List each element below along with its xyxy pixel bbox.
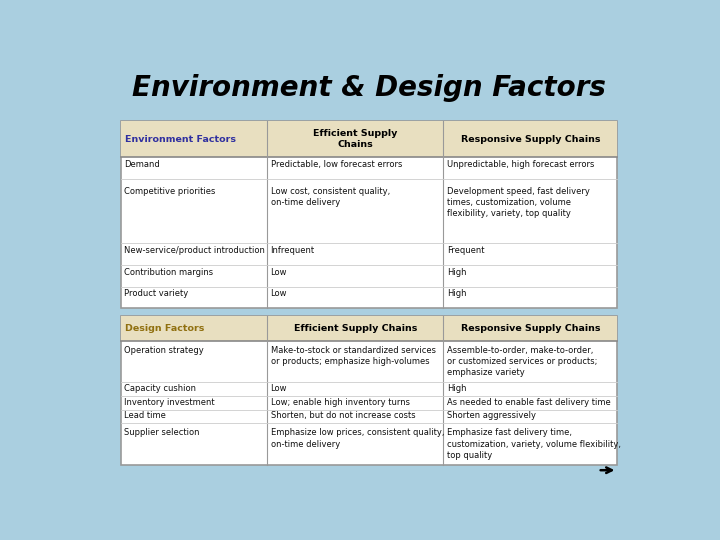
Text: Shorten aggressively: Shorten aggressively xyxy=(447,411,536,420)
Text: Low: Low xyxy=(271,384,287,393)
Text: Operation strategy: Operation strategy xyxy=(124,346,204,355)
Text: High: High xyxy=(447,289,467,298)
Text: Inventory investment: Inventory investment xyxy=(124,397,215,407)
Text: Frequent: Frequent xyxy=(447,246,485,255)
Text: High: High xyxy=(447,268,467,276)
Text: Low cost, consistent quality,
on-time delivery: Low cost, consistent quality, on-time de… xyxy=(271,187,390,207)
Bar xyxy=(121,121,617,308)
Text: Low: Low xyxy=(271,268,287,276)
Text: Responsive Supply Chains: Responsive Supply Chains xyxy=(461,134,600,144)
Text: Environment Factors: Environment Factors xyxy=(125,134,236,144)
Text: Competitive priorities: Competitive priorities xyxy=(124,187,215,195)
Text: Capacity cushion: Capacity cushion xyxy=(124,384,196,393)
Text: Design Factors: Design Factors xyxy=(125,324,204,333)
Text: Development speed, fast delivery
times, customization, volume
flexibility, varie: Development speed, fast delivery times, … xyxy=(447,187,590,218)
Text: Responsive Supply Chains: Responsive Supply Chains xyxy=(461,324,600,333)
Text: Efficient Supply
Chains: Efficient Supply Chains xyxy=(313,130,397,149)
Text: Environment & Design Factors: Environment & Design Factors xyxy=(132,73,606,102)
Text: Assemble-to-order, make-to-order,
or customized services or products;
emphasize : Assemble-to-order, make-to-order, or cus… xyxy=(447,346,597,377)
Text: As needed to enable fast delivery time: As needed to enable fast delivery time xyxy=(447,397,611,407)
Text: Supplier selection: Supplier selection xyxy=(124,428,199,437)
Text: New-service/product introduction: New-service/product introduction xyxy=(124,246,265,255)
Text: Unpredictable, high forecast errors: Unpredictable, high forecast errors xyxy=(447,160,594,169)
Text: Demand: Demand xyxy=(124,160,160,169)
Bar xyxy=(121,121,617,158)
Text: Make-to-stock or standardized services
or products; emphasize high-volumes: Make-to-stock or standardized services o… xyxy=(271,346,436,366)
Text: Low: Low xyxy=(271,289,287,298)
Bar xyxy=(121,316,617,465)
Text: Emphasize low prices, consistent quality,
on-time delivery: Emphasize low prices, consistent quality… xyxy=(271,428,444,449)
Bar xyxy=(121,316,617,341)
Text: Infrequent: Infrequent xyxy=(271,246,315,255)
Text: Shorten, but do not increase costs: Shorten, but do not increase costs xyxy=(271,411,415,420)
Text: Contribution margins: Contribution margins xyxy=(124,268,213,276)
Text: Lead time: Lead time xyxy=(124,411,166,420)
Text: Product variety: Product variety xyxy=(124,289,189,298)
Text: High: High xyxy=(447,384,467,393)
Text: Efficient Supply Chains: Efficient Supply Chains xyxy=(294,324,417,333)
Text: Emphasize fast delivery time,
customization, variety, volume flexibility,
top qu: Emphasize fast delivery time, customizat… xyxy=(447,428,621,460)
Text: Low; enable high inventory turns: Low; enable high inventory turns xyxy=(271,397,410,407)
Text: Predictable, low forecast errors: Predictable, low forecast errors xyxy=(271,160,402,169)
